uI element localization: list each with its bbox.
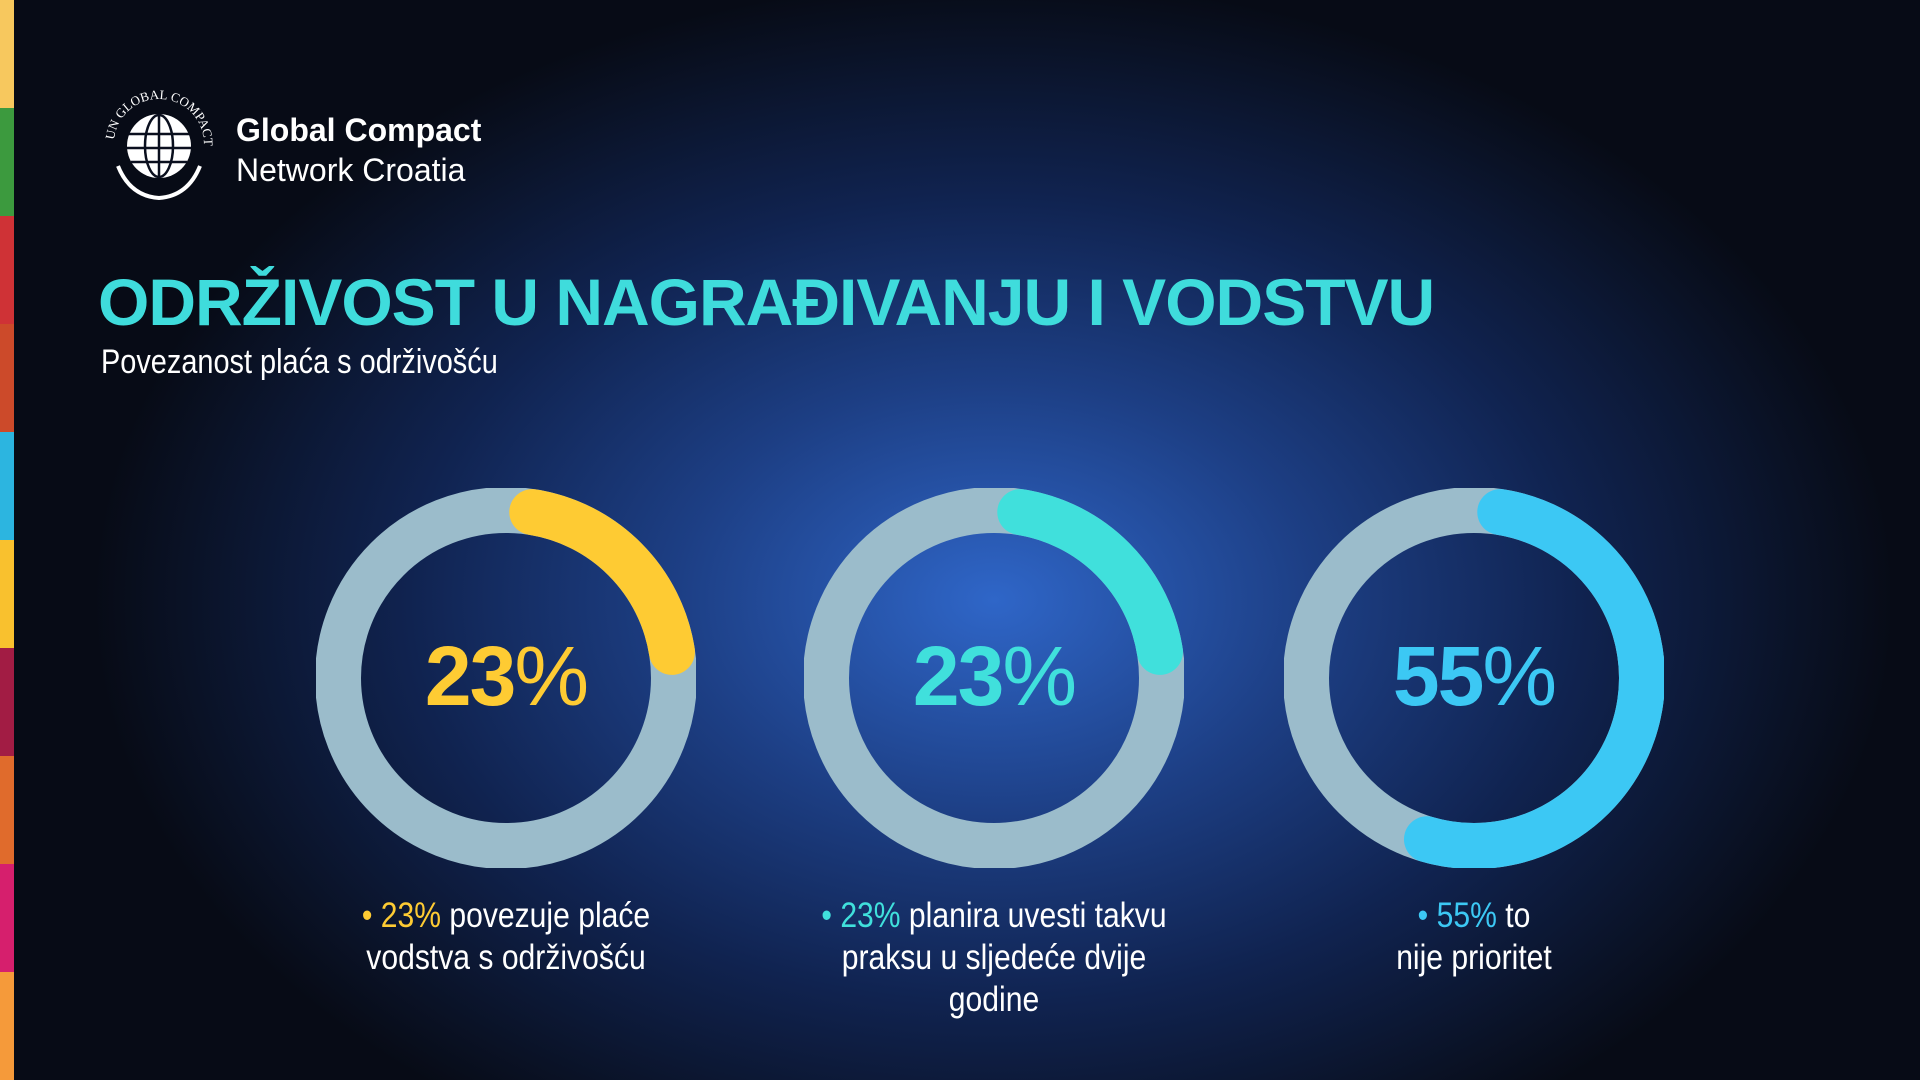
value-sign: %: [1482, 629, 1557, 723]
page-subtitle: Povezanost plaća s održivošću: [101, 343, 498, 381]
caption-line3: godine: [948, 980, 1040, 1019]
value-number: 23: [424, 629, 516, 723]
donut-value: 55%: [1284, 628, 1664, 725]
caption-line2: nije prioritet: [1396, 938, 1552, 977]
stripe: [0, 972, 14, 1080]
caption-pct: 23%: [840, 896, 901, 935]
value-sign: %: [1002, 629, 1077, 723]
caption-line2: praksu u sljedeće dvije: [841, 938, 1147, 977]
donut-track: [804, 488, 1184, 868]
caption-line1: povezuje plaće: [440, 896, 651, 935]
stripe: [0, 324, 14, 432]
caption-line1: to: [1496, 896, 1531, 935]
brand-line1: Global Compact: [236, 112, 482, 148]
un-global-compact-logo: UN GLOBAL COMPACT: [102, 87, 216, 201]
stripe: [0, 0, 14, 108]
donut-track: [316, 488, 696, 868]
donut-chart: 23%: [804, 488, 1184, 868]
value-sign: %: [514, 629, 589, 723]
bullet-icon: •: [821, 896, 841, 935]
bullet-icon: •: [1417, 896, 1437, 935]
donut-caption: • 23% povezuje plaće vodstva s održivošć…: [325, 895, 686, 979]
donut-chart: 23%: [316, 488, 696, 868]
donut-value: 23%: [804, 628, 1184, 725]
stripe: [0, 108, 14, 216]
stripe: [0, 648, 14, 756]
bullet-icon: •: [361, 896, 381, 935]
stripe: [0, 756, 14, 864]
donut-chart: 55%: [1284, 488, 1664, 868]
donut-arc: [804, 488, 1184, 868]
value-number: 55: [1392, 629, 1484, 723]
donut-arc: [316, 488, 696, 868]
brand-line2: Network Croatia: [236, 152, 466, 188]
stripe: [0, 864, 14, 972]
sdg-color-stripes: [0, 0, 14, 1080]
donut-caption: • 55% to nije prioritet: [1293, 895, 1654, 979]
stripe: [0, 540, 14, 648]
caption-line2: vodstva s održivošću: [366, 938, 646, 977]
donut-caption: • 23% planira uvesti takvu praksu u slje…: [813, 895, 1174, 1021]
stripe: [0, 216, 14, 324]
caption-pct: 23%: [380, 896, 441, 935]
brand-name: Global Compact Network Croatia: [236, 110, 481, 190]
donut-arc: [1284, 488, 1664, 868]
value-number: 23: [912, 629, 1004, 723]
caption-pct: 55%: [1436, 896, 1497, 935]
stripe: [0, 432, 14, 540]
caption-line1: planira uvesti takvu: [900, 896, 1167, 935]
page-title: ODRŽIVOST U NAGRAĐIVANJU I VODSTVU: [98, 265, 1435, 339]
donut-value: 23%: [316, 628, 696, 725]
